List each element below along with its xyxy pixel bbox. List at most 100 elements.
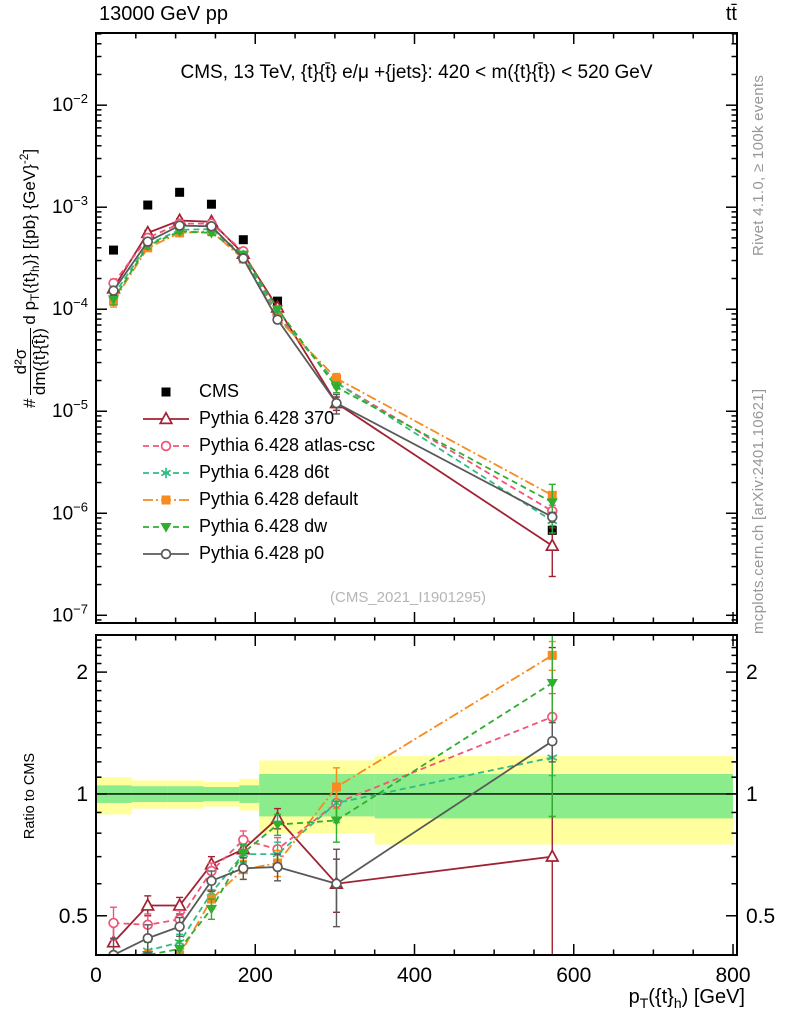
panel-title: CMS, 13 TeV, {t}{t̄} e/μ +{jets}: 420 < … — [180, 62, 653, 83]
legend-label: Pythia 6.428 atlas-csc — [199, 435, 376, 455]
legend-label: CMS — [199, 381, 239, 401]
legend-item-pythia-d6t: Pythia 6.428 d6t — [142, 459, 375, 486]
legend-marker-glyph — [161, 387, 171, 396]
ratio-panel-frame — [95, 634, 738, 956]
legend: CMS Pythia 6.428 370 Pythia 6.428 atlas-… — [142, 378, 375, 567]
ratio-axis-label: Ratio to CMS — [22, 752, 38, 840]
data-point-marker — [545, 848, 560, 862]
legend-item-cms: CMS — [142, 378, 375, 405]
legend-item-pythia-p0: Pythia 6.428 p0 — [142, 540, 375, 567]
data-point-marker — [206, 221, 217, 232]
triangle-down-marker-icon — [142, 517, 190, 537]
data-point-marker — [161, 387, 171, 396]
process-label: tt̄ — [725, 3, 737, 25]
data-point-marker — [175, 187, 185, 197]
data-point-marker — [238, 253, 249, 264]
data-point-marker — [142, 236, 154, 247]
y-label-numerator: d²σ — [11, 328, 31, 396]
data-point-marker — [206, 875, 217, 887]
ratio-tick-label: 0.5 — [59, 905, 88, 928]
data-point-marker — [174, 220, 185, 231]
data-point-marker — [160, 440, 172, 451]
legend-marker-glyph — [143, 522, 189, 533]
y-label-fraction: d²σ dm({t}{t̄}) — [11, 328, 49, 396]
data-point-marker — [108, 985, 119, 995]
legend-item-pythia-default: Pythia 6.428 default — [142, 486, 375, 513]
circle-open-marker-icon — [142, 436, 190, 456]
data-point-marker — [331, 878, 342, 889]
y-tick-label: 10−4 — [52, 295, 88, 320]
data-point-marker — [545, 537, 560, 552]
data-point-marker — [271, 305, 284, 315]
series-line — [112, 817, 553, 943]
ratio-tick-label-right: 2 — [746, 661, 758, 684]
data-point-marker — [160, 469, 172, 476]
data-point-marker — [331, 782, 341, 792]
data-point-marker — [107, 295, 120, 305]
legend-marker-glyph — [143, 495, 189, 504]
data-point-marker — [238, 834, 249, 846]
legend-marker-glyph — [143, 548, 189, 559]
data-point-marker — [238, 863, 249, 874]
x-tick-label: 600 — [556, 964, 591, 987]
legend-item-pythia-dw: Pythia 6.428 dw — [142, 513, 375, 540]
legend-marker-glyph — [143, 410, 189, 424]
ratio-tick-label-right: 1 — [746, 783, 758, 806]
data-point-marker — [546, 498, 558, 508]
data-point-marker — [205, 228, 218, 239]
beam-energy-label: 13000 GeV pp — [99, 3, 228, 25]
data-point-marker — [160, 522, 172, 533]
ratio-uncertainty-bands — [96, 756, 734, 845]
data-point-marker — [206, 199, 216, 209]
square-filled-marker-icon — [142, 490, 190, 510]
x-axis-label: pT({t}h) [GeV] — [628, 986, 745, 1011]
legend-label: Pythia 6.428 d6t — [199, 462, 330, 482]
data-point-marker — [237, 848, 249, 859]
data-point-marker — [161, 495, 171, 504]
y-label-prefix: # — [19, 398, 39, 408]
green-band-segment — [374, 774, 734, 819]
analysis-id-watermark: (CMS_2021_I1901295) — [330, 589, 486, 606]
y-axis-label: # d²σ dm({t}{t̄}) d pT({t}h)} [{pb} {GeV}… — [11, 148, 49, 408]
ratio-tick-label: 1 — [76, 783, 88, 806]
data-point-marker — [174, 944, 186, 955]
legend-item-pythia-370: Pythia 6.428 370 — [142, 405, 375, 432]
series-line — [146, 682, 553, 955]
x-tick-label: 200 — [238, 964, 273, 987]
ratio-tick-label: 2 — [76, 661, 88, 684]
series-line — [176, 654, 553, 955]
data-point-marker — [547, 511, 558, 523]
y-tick-label: 10−5 — [52, 397, 88, 422]
main-panel-frame — [95, 32, 738, 624]
y-tick-label: 10−2 — [52, 91, 88, 116]
legend-label: Pythia 6.428 dw — [199, 516, 328, 536]
data-point-marker — [109, 245, 119, 255]
cms-marker-icon — [142, 382, 190, 402]
data-point-marker — [272, 314, 283, 325]
ratio-series-pythia-6-428-p0 — [108, 721, 558, 955]
axes-frame: 0 200 400 600 800 10−2 10−3 10−4 10−5 10−6 10−7 0.5… — [52, 32, 775, 987]
data-point-marker — [143, 960, 152, 969]
circle-open-gray-marker-icon — [142, 544, 190, 564]
data-point-marker — [547, 735, 558, 747]
data-point-marker — [158, 410, 174, 424]
data-point-marker — [174, 921, 185, 932]
data-point-marker — [142, 932, 154, 944]
data-point-marker — [330, 383, 343, 393]
data-point-marker — [331, 373, 341, 383]
series-line — [112, 224, 553, 518]
asterisk-marker-icon — [142, 463, 190, 483]
mcplots-credit-note: mcplots.cern.ch [arXiv:2401.10621] — [750, 388, 767, 634]
data-point-marker — [271, 820, 284, 831]
y-tick-label: 10−6 — [52, 499, 88, 524]
data-point-marker — [272, 861, 283, 873]
legend-label: Pythia 6.428 370 — [199, 408, 335, 428]
series-line — [113, 740, 553, 955]
data-point-marker — [331, 397, 342, 409]
data-point-marker — [238, 235, 248, 245]
data-point-marker — [143, 200, 153, 210]
x-tick-label: 800 — [715, 964, 750, 987]
data-point-marker — [108, 285, 119, 296]
